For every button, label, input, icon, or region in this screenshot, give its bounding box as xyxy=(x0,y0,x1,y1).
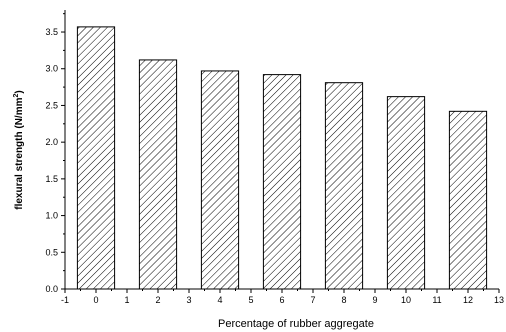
x-tick-label: 8 xyxy=(341,295,346,305)
x-tick-label: 6 xyxy=(279,295,284,305)
bars-group xyxy=(76,26,488,290)
x-tick-label: 12 xyxy=(463,295,473,305)
x-tick-label: 4 xyxy=(217,295,222,305)
x-tick-label: 13 xyxy=(494,295,504,305)
x-tick-label: 1 xyxy=(124,295,129,305)
x-axis-title: Percentage of rubber aggregate xyxy=(218,318,374,330)
bar-0 xyxy=(76,26,116,290)
bar-6 xyxy=(262,74,302,290)
x-tick-label: -1 xyxy=(61,295,69,305)
x-tick-label: 7 xyxy=(310,295,315,305)
y-axis-title-close: ) xyxy=(14,90,25,93)
y-tick-label: 0.0 xyxy=(45,284,58,294)
x-tick-label: 10 xyxy=(401,295,411,305)
bar-12 xyxy=(448,110,488,290)
x-tick-label: 0 xyxy=(93,295,98,305)
x-tick-label: 5 xyxy=(248,295,253,305)
y-tick-label: 2.0 xyxy=(45,137,58,147)
y-tick-label: 2.5 xyxy=(45,100,58,110)
y-tick-label: 3.5 xyxy=(45,27,58,37)
x-tick-label: 2 xyxy=(155,295,160,305)
x-tick-label: 3 xyxy=(186,295,191,305)
ticks-group: -1 0 1 2 3 4 5 6 7 8 9 10 11 12 130.00.51.01.52.02.53.… xyxy=(45,13,504,305)
y-tick-label: 0.5 xyxy=(45,247,58,257)
y-axis-title: flexural strength (N/mm2) xyxy=(13,90,25,210)
y-tick-label: 1.5 xyxy=(45,174,58,184)
y-tick-label: 1.0 xyxy=(45,211,58,221)
bar-10 xyxy=(386,96,426,290)
x-tick-label: 9 xyxy=(372,295,377,305)
y-axis-title-main: flexural strength (N/mm xyxy=(14,97,25,209)
y-axis-title-superscript: 2 xyxy=(13,94,20,98)
bar-2 xyxy=(138,59,178,290)
x-tick-label: 11 xyxy=(432,295,441,305)
y-tick-label: 3.0 xyxy=(45,64,58,74)
bar-4 xyxy=(200,70,240,290)
bar-8 xyxy=(324,82,364,290)
